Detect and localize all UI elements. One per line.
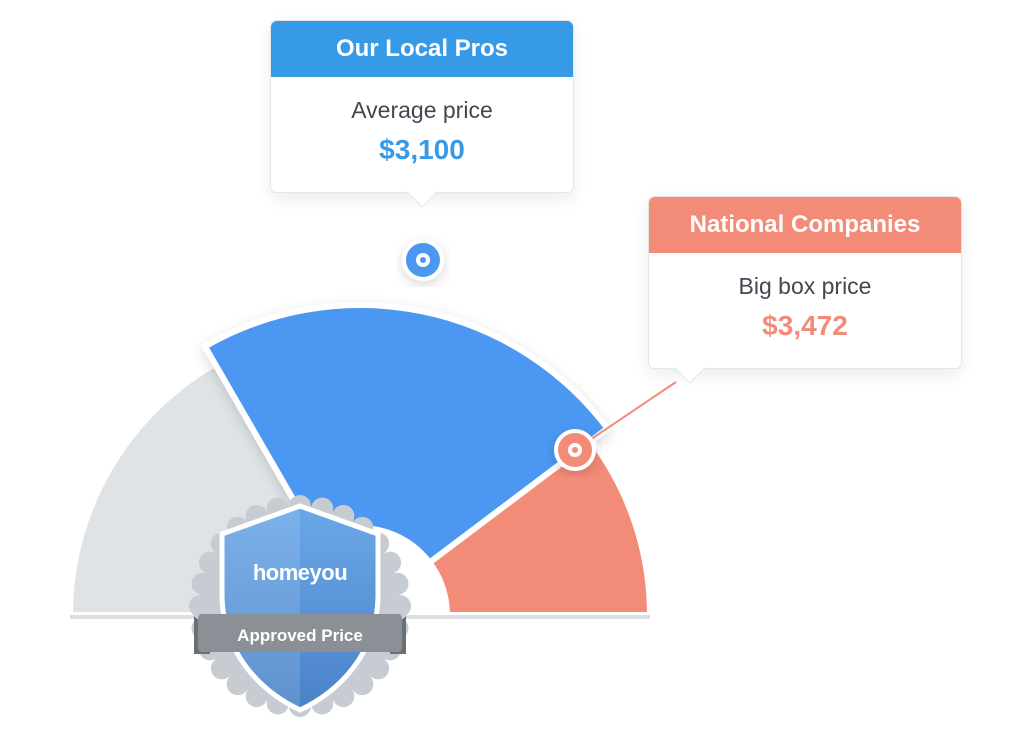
price-comparison-infographic: Our Local Pros Average price $3,100 Nati… <box>0 0 1024 738</box>
shield-icon <box>188 494 412 724</box>
national-companies-header: National Companies <box>649 197 961 253</box>
local-pros-card: Our Local Pros Average price $3,100 <box>270 20 574 193</box>
national-companies-price: $3,472 <box>659 310 951 342</box>
approved-price-badge: homeyou Approved Price <box>188 494 412 724</box>
badge-brand-text: homeyou <box>188 560 412 586</box>
badge-ribbon-text: Approved Price <box>188 626 412 646</box>
national-companies-card: National Companies Big box price $3,472 <box>648 196 962 369</box>
national-companies-subtitle: Big box price <box>659 273 951 300</box>
local-pros-subtitle: Average price <box>281 97 563 124</box>
local-pros-header: Our Local Pros <box>271 21 573 77</box>
local-pros-price: $3,100 <box>281 134 563 166</box>
